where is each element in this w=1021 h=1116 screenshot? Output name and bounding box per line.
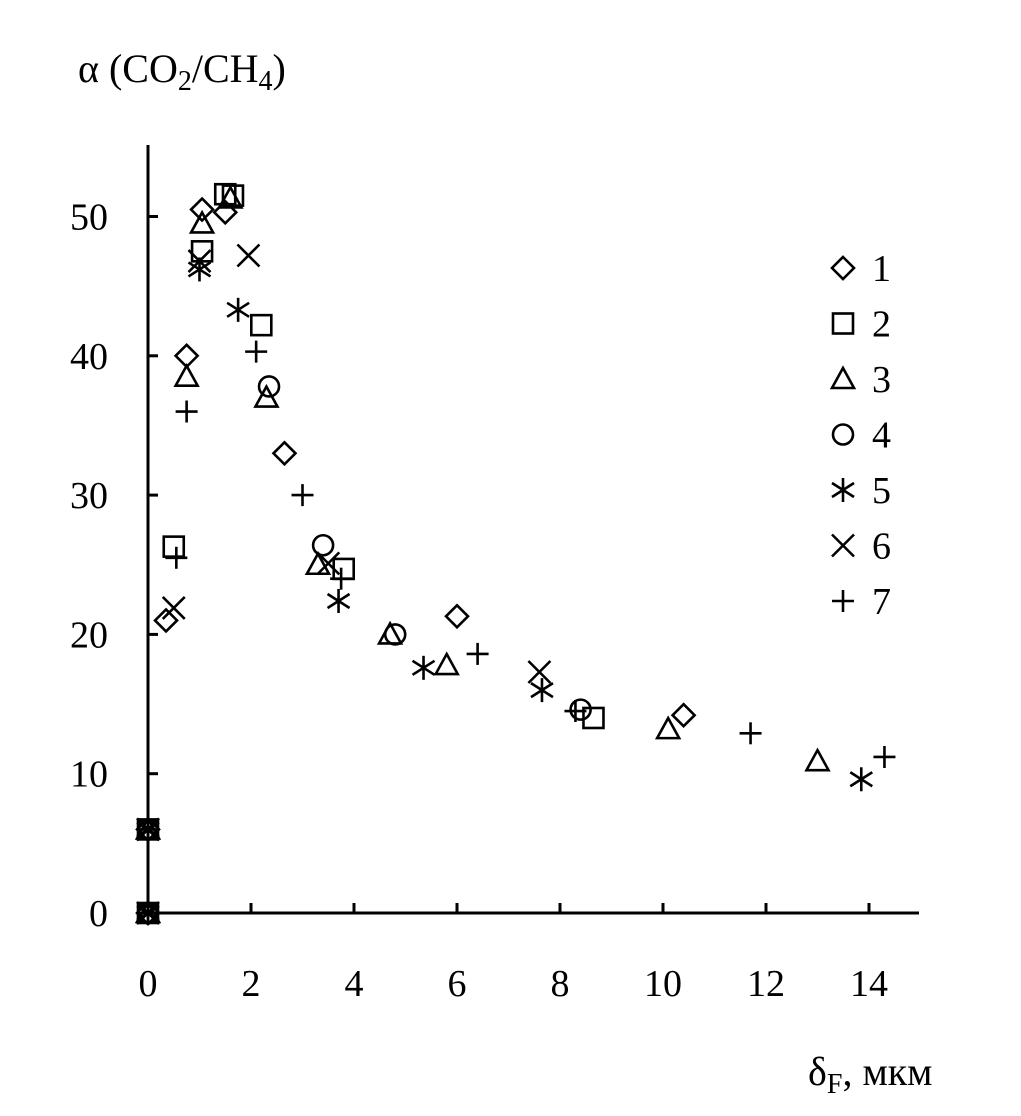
legend-item-7: 7 (832, 581, 891, 623)
legend-label: 3 (872, 359, 891, 401)
legend-label: 5 (872, 470, 891, 512)
legend-item-5: 5 (831, 470, 891, 512)
legend-item-2: 2 (831, 304, 891, 346)
series-2-point (162, 535, 186, 558)
series-7-point (165, 546, 188, 569)
series-2-point (250, 313, 273, 337)
series-7-point (466, 642, 489, 665)
legend-label: 1 (872, 248, 891, 290)
series-3-point (804, 747, 831, 772)
legend-label: 4 (872, 415, 891, 457)
legend-label: 2 (872, 304, 891, 346)
legend-item-1: 1 (830, 248, 891, 290)
series-5-point (411, 655, 436, 680)
series-7-point (564, 700, 587, 723)
series-3-point (217, 184, 244, 209)
series-6-point (236, 243, 261, 268)
legend-marker-diamond (830, 255, 856, 281)
series-1-point (670, 702, 697, 729)
series-7-point (245, 340, 268, 363)
series-4-point (311, 533, 335, 557)
series-2-point (221, 184, 245, 207)
series-7-point (291, 484, 314, 507)
legend-item-4: 4 (831, 415, 891, 457)
legend-item-3: 3 (829, 359, 891, 401)
y-tick-label: 10 (70, 754, 108, 796)
x-tick-label: 12 (747, 963, 785, 1005)
series-5-point (530, 678, 554, 703)
series-1-point (153, 607, 179, 634)
series-6-point (187, 249, 212, 273)
series-7-point (175, 400, 198, 423)
legend-marker-triangle (829, 365, 857, 390)
y-tick-label: 50 (70, 197, 108, 239)
series-7-point (137, 902, 159, 924)
series-7-point (137, 818, 159, 841)
legend-marker-cross (831, 533, 855, 558)
series-7-point (873, 745, 896, 768)
legend-label: 6 (872, 526, 891, 568)
x-tick-label: 14 (850, 963, 888, 1005)
x-tick-label: 4 (345, 963, 364, 1005)
y-tick-label: 20 (70, 614, 108, 656)
x-axis-title: δF, мкм (808, 1049, 933, 1100)
series-6-point (527, 660, 552, 684)
legend-marker-square (831, 312, 855, 335)
series-5-point (326, 588, 351, 613)
x-tick-label: 0 (139, 963, 158, 1005)
series-3-point (304, 551, 332, 576)
series-3-point (173, 362, 200, 387)
series-3-point (188, 209, 216, 234)
series-2-point (332, 557, 356, 581)
x-tick-label: 2 (242, 963, 261, 1005)
series-1-point (444, 603, 470, 630)
y-axis-title: α (CO2/CH4) (78, 46, 286, 97)
series-3-point (433, 651, 460, 676)
x-tick-label: 10 (644, 963, 682, 1005)
x-tick-label: 6 (448, 963, 467, 1005)
y-tick-label: 0 (89, 893, 108, 935)
axis-titles: α (CO2/CH4) δF, мкм (78, 46, 933, 1100)
series-1-point (189, 196, 215, 223)
series-7-point (330, 567, 353, 590)
series-4-point (383, 623, 407, 646)
series-1-point (271, 440, 298, 467)
series-7-point (739, 722, 762, 745)
legend-label: 7 (872, 581, 891, 623)
legend-marker-circle (831, 423, 855, 446)
series-4-point (257, 375, 281, 398)
legend: 1 2 3 4 5 6 7 (829, 248, 891, 623)
y-tick-label: 40 (70, 336, 108, 378)
series-6-point (161, 596, 186, 620)
legend-marker-plus (832, 590, 854, 612)
series-5-point (849, 767, 873, 792)
series-6-point (316, 551, 341, 576)
data-points (134, 182, 896, 926)
legend-item-6: 6 (831, 526, 891, 568)
x-tick-label: 8 (551, 963, 570, 1005)
series-3-point (654, 715, 682, 740)
series-4-point (569, 698, 592, 721)
y-tick-label: 30 (70, 475, 108, 517)
series-2-point (190, 240, 214, 263)
series-5-point (226, 297, 250, 322)
axes (146, 145, 919, 915)
legend-marker-asterisk (831, 478, 855, 502)
